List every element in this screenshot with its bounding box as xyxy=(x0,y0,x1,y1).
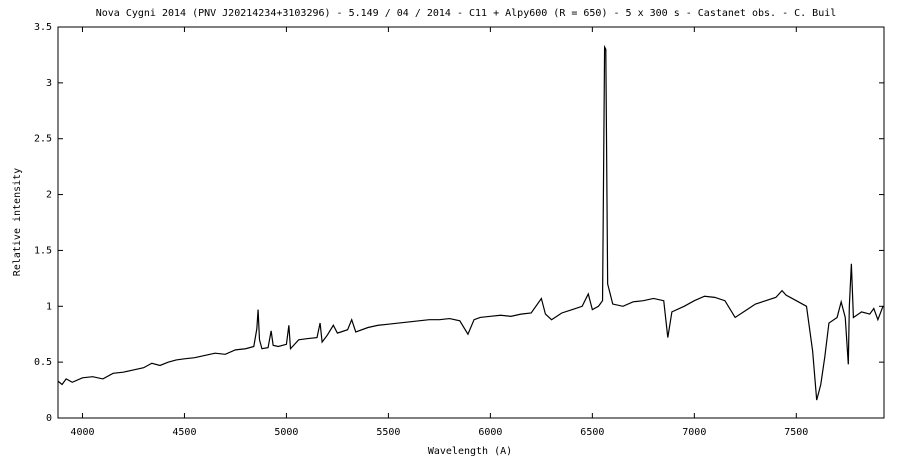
y-tick-label: 2 xyxy=(46,190,52,201)
x-tick-label: 7500 xyxy=(784,427,808,438)
x-tick-label: 6000 xyxy=(478,427,502,438)
y-tick-label: 1 xyxy=(46,301,52,312)
y-tick-label: 3.5 xyxy=(34,22,52,33)
plot-frame xyxy=(57,26,885,419)
y-tick-label: 0.5 xyxy=(34,357,52,368)
x-tick-label: 7000 xyxy=(682,427,706,438)
y-tick-label: 3 xyxy=(46,78,52,89)
x-tick-label: 6500 xyxy=(580,427,604,438)
y-tick-label: 0 xyxy=(46,413,52,424)
spectrum-line xyxy=(57,44,884,401)
y-tick-label: 2.5 xyxy=(34,134,52,145)
x-tick-label: 5000 xyxy=(274,427,298,438)
x-tick-label: 4000 xyxy=(70,427,94,438)
x-tick-label: 4500 xyxy=(172,427,196,438)
x-axis-label: Wavelength (A) xyxy=(428,446,512,457)
y-axis-label: Relative intensity xyxy=(12,168,23,276)
chart-title: Nova Cygni 2014 (PNV J20214234+3103296) … xyxy=(96,8,837,19)
y-tick-label: 1.5 xyxy=(34,245,52,256)
x-tick-label: 5500 xyxy=(376,427,400,438)
